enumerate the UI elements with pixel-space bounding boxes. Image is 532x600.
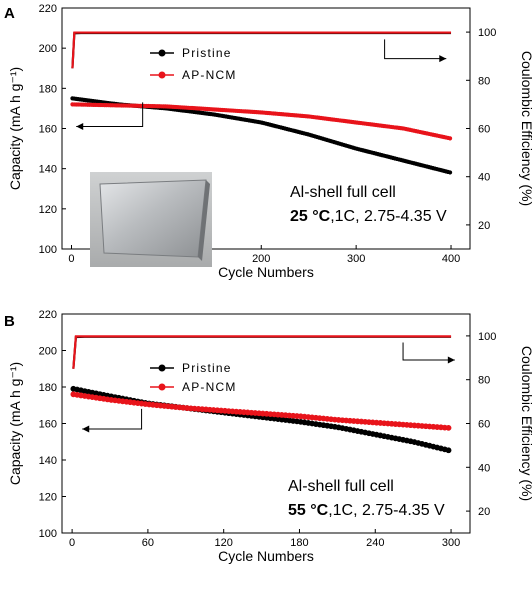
pristine-capacity-series (70, 385, 452, 454)
x-tick-label: 300 (347, 253, 365, 265)
panel-b: B 100 120 140 160 180 200 220 20 40 60 80 100 0 60 120 1… (4, 309, 532, 564)
y-tick-label: 120 (39, 492, 57, 504)
arrow-head (76, 122, 84, 130)
annotation-rate-voltage: ,1C, 2.75-4.35 V (328, 502, 445, 519)
legend-item-pristine: Pristine (150, 46, 232, 60)
legend-label: Pristine (182, 361, 232, 375)
legend-label: Pristine (182, 46, 232, 60)
y2-tick-label: 60 (478, 419, 490, 431)
x-tick-label: 0 (69, 537, 75, 549)
arrow-head (82, 425, 90, 433)
x-tick-label: 180 (290, 537, 308, 549)
y-tick-label: 100 (39, 244, 57, 256)
arrow-line (76, 102, 144, 127)
x-tick-label: 60 (142, 537, 154, 549)
y2-axis-label: Coulombic Efficiency (%) (519, 51, 532, 206)
y2-tick-label: 80 (478, 75, 490, 87)
annotation-temperature: 55 °C (288, 502, 329, 519)
annotation-conditions: 55 °C,1C, 2.75-4.35 V (288, 502, 445, 519)
ap-ncm-efficiency-series (71, 31, 452, 69)
legend-label: AP-NCM (182, 380, 237, 394)
legend-marker (158, 71, 166, 79)
legend-item-pristine: Pristine (150, 361, 232, 375)
aluminum-cell-edge (198, 180, 210, 261)
y2-tick-label: 20 (478, 506, 490, 518)
capacity-axis-arrow (82, 408, 143, 433)
annotation-cell-type: Al-shell full cell (290, 184, 396, 201)
y-axis-label: Capacity (mA h g⁻¹) (7, 362, 23, 485)
pristine-efficiency-series (71, 31, 452, 69)
x-tick-label: 120 (215, 537, 233, 549)
legend-marker (158, 49, 166, 57)
pristine-efficiency-series (72, 335, 452, 369)
x-tick-label: 200 (252, 253, 270, 265)
arrow-line (82, 408, 143, 430)
y2-tick-label: 40 (478, 462, 490, 474)
x-axis-label: Cycle Numbers (218, 548, 314, 564)
y-axis-label: Capacity (mA h g⁻¹) (7, 67, 23, 190)
capacity-axis-arrow (76, 102, 144, 130)
arrow-line (384, 39, 447, 60)
efficiency-line (71, 31, 452, 69)
inset-cell-photo (90, 172, 212, 267)
ap-ncm-capacity-series (70, 102, 453, 141)
y-tick-label: 180 (39, 382, 57, 394)
arrow-line (402, 342, 455, 361)
y-tick-label: 200 (39, 346, 57, 358)
arrow-head (439, 55, 447, 63)
annotation-cell-type: Al-shell full cell (288, 478, 394, 495)
x-tick-label: 240 (366, 537, 384, 549)
y2-tick-label: 60 (478, 124, 490, 136)
y2-tick-label: 100 (478, 27, 496, 39)
y2-axis-label: Coulombic Efficiency (%) (519, 346, 532, 501)
series-line (72, 97, 452, 174)
panel-label: A (4, 5, 15, 22)
pristine-capacity-series (70, 96, 453, 175)
annotation-temperature: 25 °C (290, 208, 331, 225)
legend-marker (158, 364, 166, 372)
panel-a: A100120140160180200220204060801000100200… (4, 3, 532, 280)
x-axis-label: Cycle Numbers (218, 264, 314, 280)
arrow-head (447, 356, 455, 364)
annotation-conditions: 25 °C,1C, 2.75-4.35 V (290, 208, 447, 225)
efficiency-line (71, 31, 452, 69)
y-tick-label: 200 (39, 43, 57, 55)
series-line (72, 103, 452, 140)
y-tick-label: 160 (39, 124, 57, 136)
y-tick-label: 220 (39, 309, 57, 321)
y2-tick-label: 20 (478, 220, 490, 232)
legend-item-ap-ncm: AP-NCM (150, 380, 237, 394)
efficiency-axis-arrow (384, 39, 447, 63)
legend-item-ap-ncm: AP-NCM (150, 68, 237, 82)
annotation-rate-voltage: ,1C, 2.75-4.35 V (330, 208, 447, 225)
legend-marker (158, 383, 166, 391)
y2-tick-label: 100 (478, 331, 496, 343)
panel-label: B (4, 313, 15, 330)
y-tick-label: 180 (39, 83, 57, 95)
x-tick-label: 400 (442, 253, 460, 265)
ap-ncm-capacity-series (70, 391, 452, 431)
y-tick-label: 120 (39, 204, 57, 216)
efficiency-line (72, 335, 452, 369)
series-line (73, 393, 452, 429)
y-tick-label: 140 (39, 164, 57, 176)
y-tick-label: 100 (39, 528, 57, 540)
x-tick-label: 300 (442, 537, 460, 549)
x-tick-label: 0 (68, 253, 74, 265)
ap-ncm-efficiency-series (72, 335, 452, 369)
legend-label: AP-NCM (182, 68, 237, 82)
aluminum-cell-body (99, 179, 207, 258)
y-tick-label: 160 (39, 419, 57, 431)
efficiency-line (72, 335, 452, 369)
efficiency-axis-arrow (402, 342, 455, 364)
y-tick-label: 220 (39, 3, 57, 15)
y2-tick-label: 40 (478, 172, 490, 184)
y2-tick-label: 80 (478, 375, 490, 387)
y-tick-label: 140 (39, 455, 57, 467)
